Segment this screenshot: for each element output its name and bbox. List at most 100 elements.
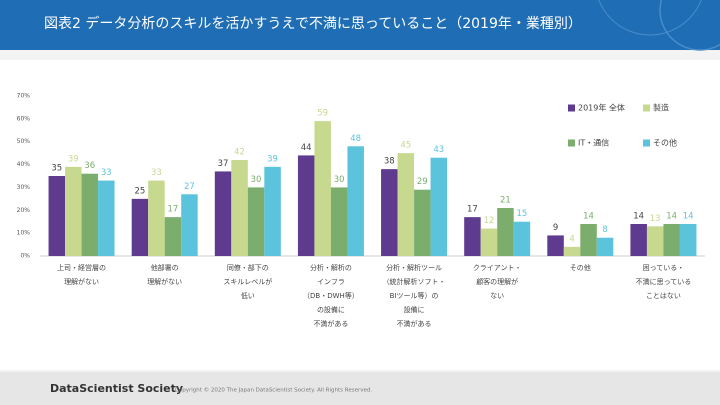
data-label: 8 <box>602 225 607 235</box>
data-label: 17 <box>467 205 478 215</box>
data-label: 17 <box>168 205 179 215</box>
data-label: 14 <box>666 212 677 222</box>
data-label: 44 <box>301 143 312 153</box>
y-tick-label: 40% <box>17 161 31 168</box>
footer-copyright: Copyright © 2020 The Japan DataScientist… <box>175 387 372 394</box>
bar <box>98 180 115 256</box>
x-tick-label: 低い <box>241 291 255 300</box>
data-label: 43 <box>433 145 444 155</box>
x-tick-label: クライアント・ <box>473 264 522 272</box>
bar <box>580 224 597 256</box>
bar <box>663 224 680 256</box>
data-label: 30 <box>251 175 262 185</box>
bar <box>314 121 331 257</box>
data-label: 33 <box>101 168 112 178</box>
data-label: 14 <box>683 212 694 222</box>
x-tick-label: 上司・経営層の <box>57 263 106 272</box>
bar <box>181 194 198 256</box>
data-label: 35 <box>51 164 62 174</box>
bar <box>381 169 398 256</box>
data-label: 29 <box>417 177 428 187</box>
x-tick-label: （統計解析ソフト・ <box>383 277 446 286</box>
x-tick-label: 困っている・ <box>643 264 685 272</box>
bar <box>164 217 182 256</box>
bar <box>480 228 498 256</box>
x-tick-label: 顧客の理解が <box>476 277 518 286</box>
data-label: 33 <box>151 168 162 178</box>
chart-title: 図表2 データ分析のスキルを活かすうえで不満に思っていること（2019年・業種別… <box>44 15 582 32</box>
footer-brand: DataScientist Society <box>50 382 183 395</box>
bar <box>347 146 364 256</box>
data-label: 37 <box>218 159 229 169</box>
bar <box>297 155 315 256</box>
x-tick-label: （DB・DWH等） <box>303 291 359 300</box>
bar <box>214 171 232 256</box>
bar <box>247 187 265 256</box>
header-decoration <box>659 0 720 51</box>
bar <box>679 224 697 256</box>
y-tick-label: 30% <box>17 184 31 191</box>
x-tick-label: スキルレベルが <box>223 277 272 286</box>
x-tick-label: ことはない <box>646 292 681 300</box>
data-label: 42 <box>234 148 245 158</box>
data-label: 9 <box>553 223 558 233</box>
x-tick-label: 分析・解析ツール <box>386 263 442 272</box>
data-label: 21 <box>500 196 511 206</box>
data-label: 25 <box>135 186 146 196</box>
x-tick-label: 同僚・部下の <box>227 263 269 272</box>
data-label: 36 <box>84 161 95 171</box>
y-tick-label: 60% <box>17 115 31 122</box>
data-label: 38 <box>384 157 395 167</box>
data-label: 27 <box>184 182 195 192</box>
bar <box>65 166 82 256</box>
x-tick-label: 理解がない <box>147 277 182 286</box>
bar <box>430 157 448 256</box>
data-label: 12 <box>484 216 495 226</box>
data-label: 59 <box>317 109 328 119</box>
x-tick-label: インフラ <box>317 278 345 286</box>
x-tick-label: 分析・解析の <box>310 263 352 272</box>
data-label: 15 <box>517 209 528 219</box>
bar <box>81 173 99 256</box>
data-label: 30 <box>334 175 345 185</box>
x-tick-label: 理解がない <box>64 277 99 286</box>
x-tick-label: 不満がある <box>397 319 432 328</box>
y-tick-label: 10% <box>17 230 31 237</box>
bar <box>464 217 481 256</box>
data-label: 4 <box>569 234 574 244</box>
legend-swatch <box>568 139 575 147</box>
y-tick-label: 20% <box>17 207 31 214</box>
x-tick-label: 他部署の <box>151 263 179 272</box>
legend-swatch <box>643 139 650 147</box>
bar <box>48 176 66 256</box>
bar <box>264 166 281 256</box>
bar <box>630 224 647 256</box>
legend-label: 2019年 全体 <box>578 103 625 113</box>
bar <box>646 226 664 256</box>
bar <box>513 221 531 256</box>
y-tick-label: 0% <box>20 253 30 260</box>
x-tick-label: の設備に <box>317 305 345 314</box>
bar <box>596 237 614 256</box>
header-decoration <box>598 0 702 36</box>
x-tick-label: 不満がある <box>313 319 348 328</box>
legend-swatch <box>643 104 650 112</box>
legend-label: IT・通信 <box>578 138 609 148</box>
bar <box>547 235 564 256</box>
bar <box>497 208 514 256</box>
data-label: 39 <box>267 154 278 164</box>
y-tick-label: 50% <box>17 138 31 145</box>
x-tick-label: ない <box>490 292 504 300</box>
legend-label: 製造 <box>653 103 669 113</box>
header-band <box>0 0 720 50</box>
data-label: 45 <box>400 141 411 151</box>
legend-swatch <box>568 104 575 112</box>
data-label: 48 <box>350 134 361 144</box>
bar <box>131 198 149 256</box>
data-label: 14 <box>633 212 644 222</box>
bar <box>330 187 348 256</box>
x-tick-label: 不満に思っている <box>636 278 692 286</box>
y-tick-label: 70% <box>17 93 31 100</box>
legend-label: その他 <box>653 138 677 148</box>
